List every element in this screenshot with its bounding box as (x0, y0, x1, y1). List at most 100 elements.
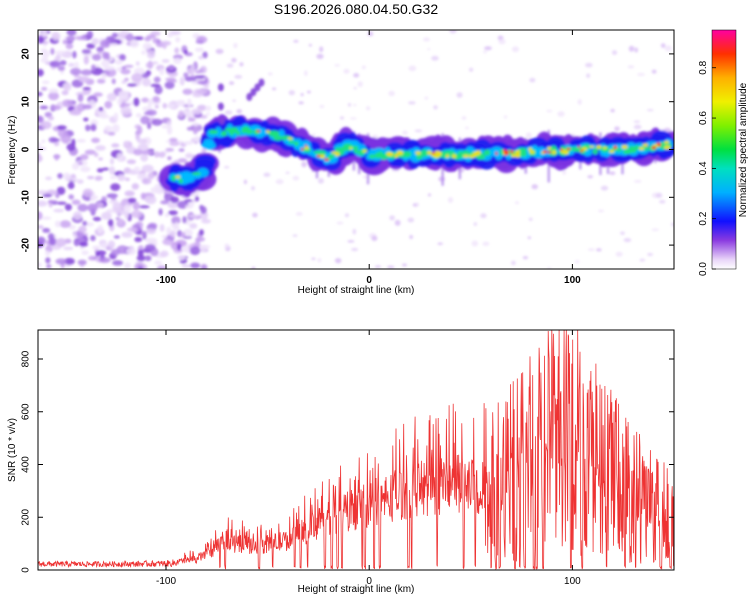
spectrogram-noise-blob (168, 64, 175, 71)
spectrogram-noise-blob (166, 33, 174, 38)
spectrogram-noise-blob (95, 175, 103, 181)
spectrogram-noise-blob (158, 208, 163, 216)
spectrogram-noise-blob (133, 67, 145, 75)
spectrogram-noise-blob (54, 50, 67, 55)
spectrogram-noise-blob (68, 224, 77, 230)
spectrogram-noise-blob (133, 97, 140, 107)
spectrogram-noise-blob (153, 76, 161, 83)
spectrogram-noise-blob (194, 195, 200, 202)
spectrogram-noise-blob (194, 47, 204, 52)
spectrogram-noise-blob (104, 125, 113, 132)
spectrogram-noise-blob (170, 196, 179, 204)
spectrogram-noise-blob (659, 200, 666, 204)
spectrogram-noise-blob (48, 91, 60, 101)
spectrogram-noise-blob (408, 101, 416, 105)
spectrogram-noise-blob (389, 215, 395, 221)
spectrogram-ridge-blob (657, 144, 662, 147)
spectrogram-noise-blob (159, 223, 165, 232)
spectrogram-noise-blob (201, 148, 207, 154)
spectrogram-noise-blob (312, 133, 316, 136)
spectrogram-noise-blob (633, 179, 642, 183)
spectrogram-noise-blob (91, 53, 102, 61)
spectrogram-ridge-blob (592, 148, 599, 155)
spectrogram-noise-blob (56, 201, 67, 205)
spectrogram-noise-blob (124, 77, 129, 82)
spectrogram-ridge-blob (495, 151, 498, 155)
spectrogram-ridge-blob (475, 150, 481, 156)
spectrogram-ridge-blob (505, 150, 510, 153)
spectrogram-ytick-label: 0 (21, 146, 32, 152)
snr-ytick-label: 200 (21, 508, 32, 525)
spectrogram-noise-blob (343, 68, 350, 74)
snr-ytick-label: 800 (21, 350, 32, 367)
spectrogram-ridge-blob (609, 149, 615, 154)
spectrogram-noise-blob (51, 31, 61, 41)
spectrogram-noise-blob (40, 48, 47, 52)
spectrogram-noise-blob (198, 55, 204, 60)
spectrogram-noise-blob (118, 90, 130, 100)
spectrogram-ridge-blob (349, 147, 353, 150)
spectrogram-ridge-blob (566, 147, 571, 151)
spectrogram-noise-blob (422, 37, 431, 42)
spectrogram-noise-blob (198, 244, 208, 253)
snr-xlabel: Height of straight line (km) (298, 584, 415, 595)
spectrogram-noise-blob (357, 81, 363, 87)
spectrogram-ridge-blob (197, 167, 209, 178)
spectrogram-noise-blob (123, 64, 134, 68)
spectrogram-ridge-blob (581, 147, 588, 151)
spectrogram-noise-blob (199, 229, 204, 236)
spectrogram-blob-group (38, 30, 674, 269)
spectrogram-noise-blob (529, 77, 536, 83)
spectrogram-noise-blob (637, 73, 646, 76)
spectrogram-noise-blob (334, 257, 342, 264)
spectrogram-noise-blob (146, 49, 156, 59)
spectrogram-ridge-blob (615, 148, 622, 152)
spectrogram-ridge-blob (434, 155, 440, 159)
spectrogram-ytick-label: -10 (21, 190, 32, 205)
spectrogram-noise-blob (239, 62, 244, 67)
spectrogram-noise-blob (531, 184, 539, 190)
spectrogram-noise-blob (503, 115, 508, 119)
spectrogram-ridge-blob (265, 130, 270, 133)
snr-series-line (38, 330, 674, 570)
spectrogram-noise-blob (231, 57, 237, 63)
spectrogram-noise-blob (527, 236, 532, 240)
spectrogram-noise-blob (48, 88, 59, 94)
spectrogram-noise-blob (144, 255, 152, 262)
spectrogram-noise-blob (352, 228, 357, 235)
spectrogram-noise-blob (204, 105, 212, 112)
spectrogram-ridge-blob (430, 152, 438, 157)
spectrogram-noise-blob (164, 212, 170, 218)
spectrogram-noise-blob (190, 64, 196, 73)
spectrogram-feature-blob (250, 88, 257, 97)
spectrogram-noise-blob (42, 80, 50, 85)
spectrogram-ridge-blob (362, 149, 367, 153)
spectrogram-noise-blob (152, 96, 160, 103)
spectrogram-noise-blob (193, 136, 202, 142)
spectrogram-noise-blob (528, 217, 533, 221)
spectrogram-noise-blob (515, 201, 519, 205)
spectrogram-noise-blob (102, 51, 108, 60)
spectrogram-noise-blob (62, 39, 68, 45)
spectrogram-noise-blob (185, 204, 194, 209)
spectrogram-ridge-blob (415, 151, 421, 155)
spectrogram-xtick-label: 0 (366, 275, 372, 286)
spectrogram-ridge-blob (397, 154, 406, 159)
spectrogram-noise-blob (402, 263, 407, 267)
spectrogram-noise-blob (136, 254, 146, 262)
spectrogram-noise-blob (175, 36, 181, 43)
spectrogram-noise-blob (447, 196, 454, 203)
spectrogram-noise-blob (295, 212, 303, 216)
colorbar-tick-label: 0.2 (698, 211, 709, 225)
spectrogram-noise-blob (647, 252, 653, 257)
spectrogram-noise-blob (107, 208, 115, 213)
spectrogram-noise-blob (484, 46, 492, 51)
spectrogram-noise-blob (126, 159, 137, 165)
spectrogram-noise-blob (66, 30, 77, 36)
spectrogram-noise-blob (263, 172, 271, 177)
spectrogram-noise-blob (60, 134, 72, 144)
spectrogram-noise-blob (195, 40, 204, 44)
spectrogram-noise-blob (146, 34, 156, 39)
spectrogram-noise-blob (42, 193, 53, 198)
spectrogram-noise-blob (61, 90, 69, 96)
